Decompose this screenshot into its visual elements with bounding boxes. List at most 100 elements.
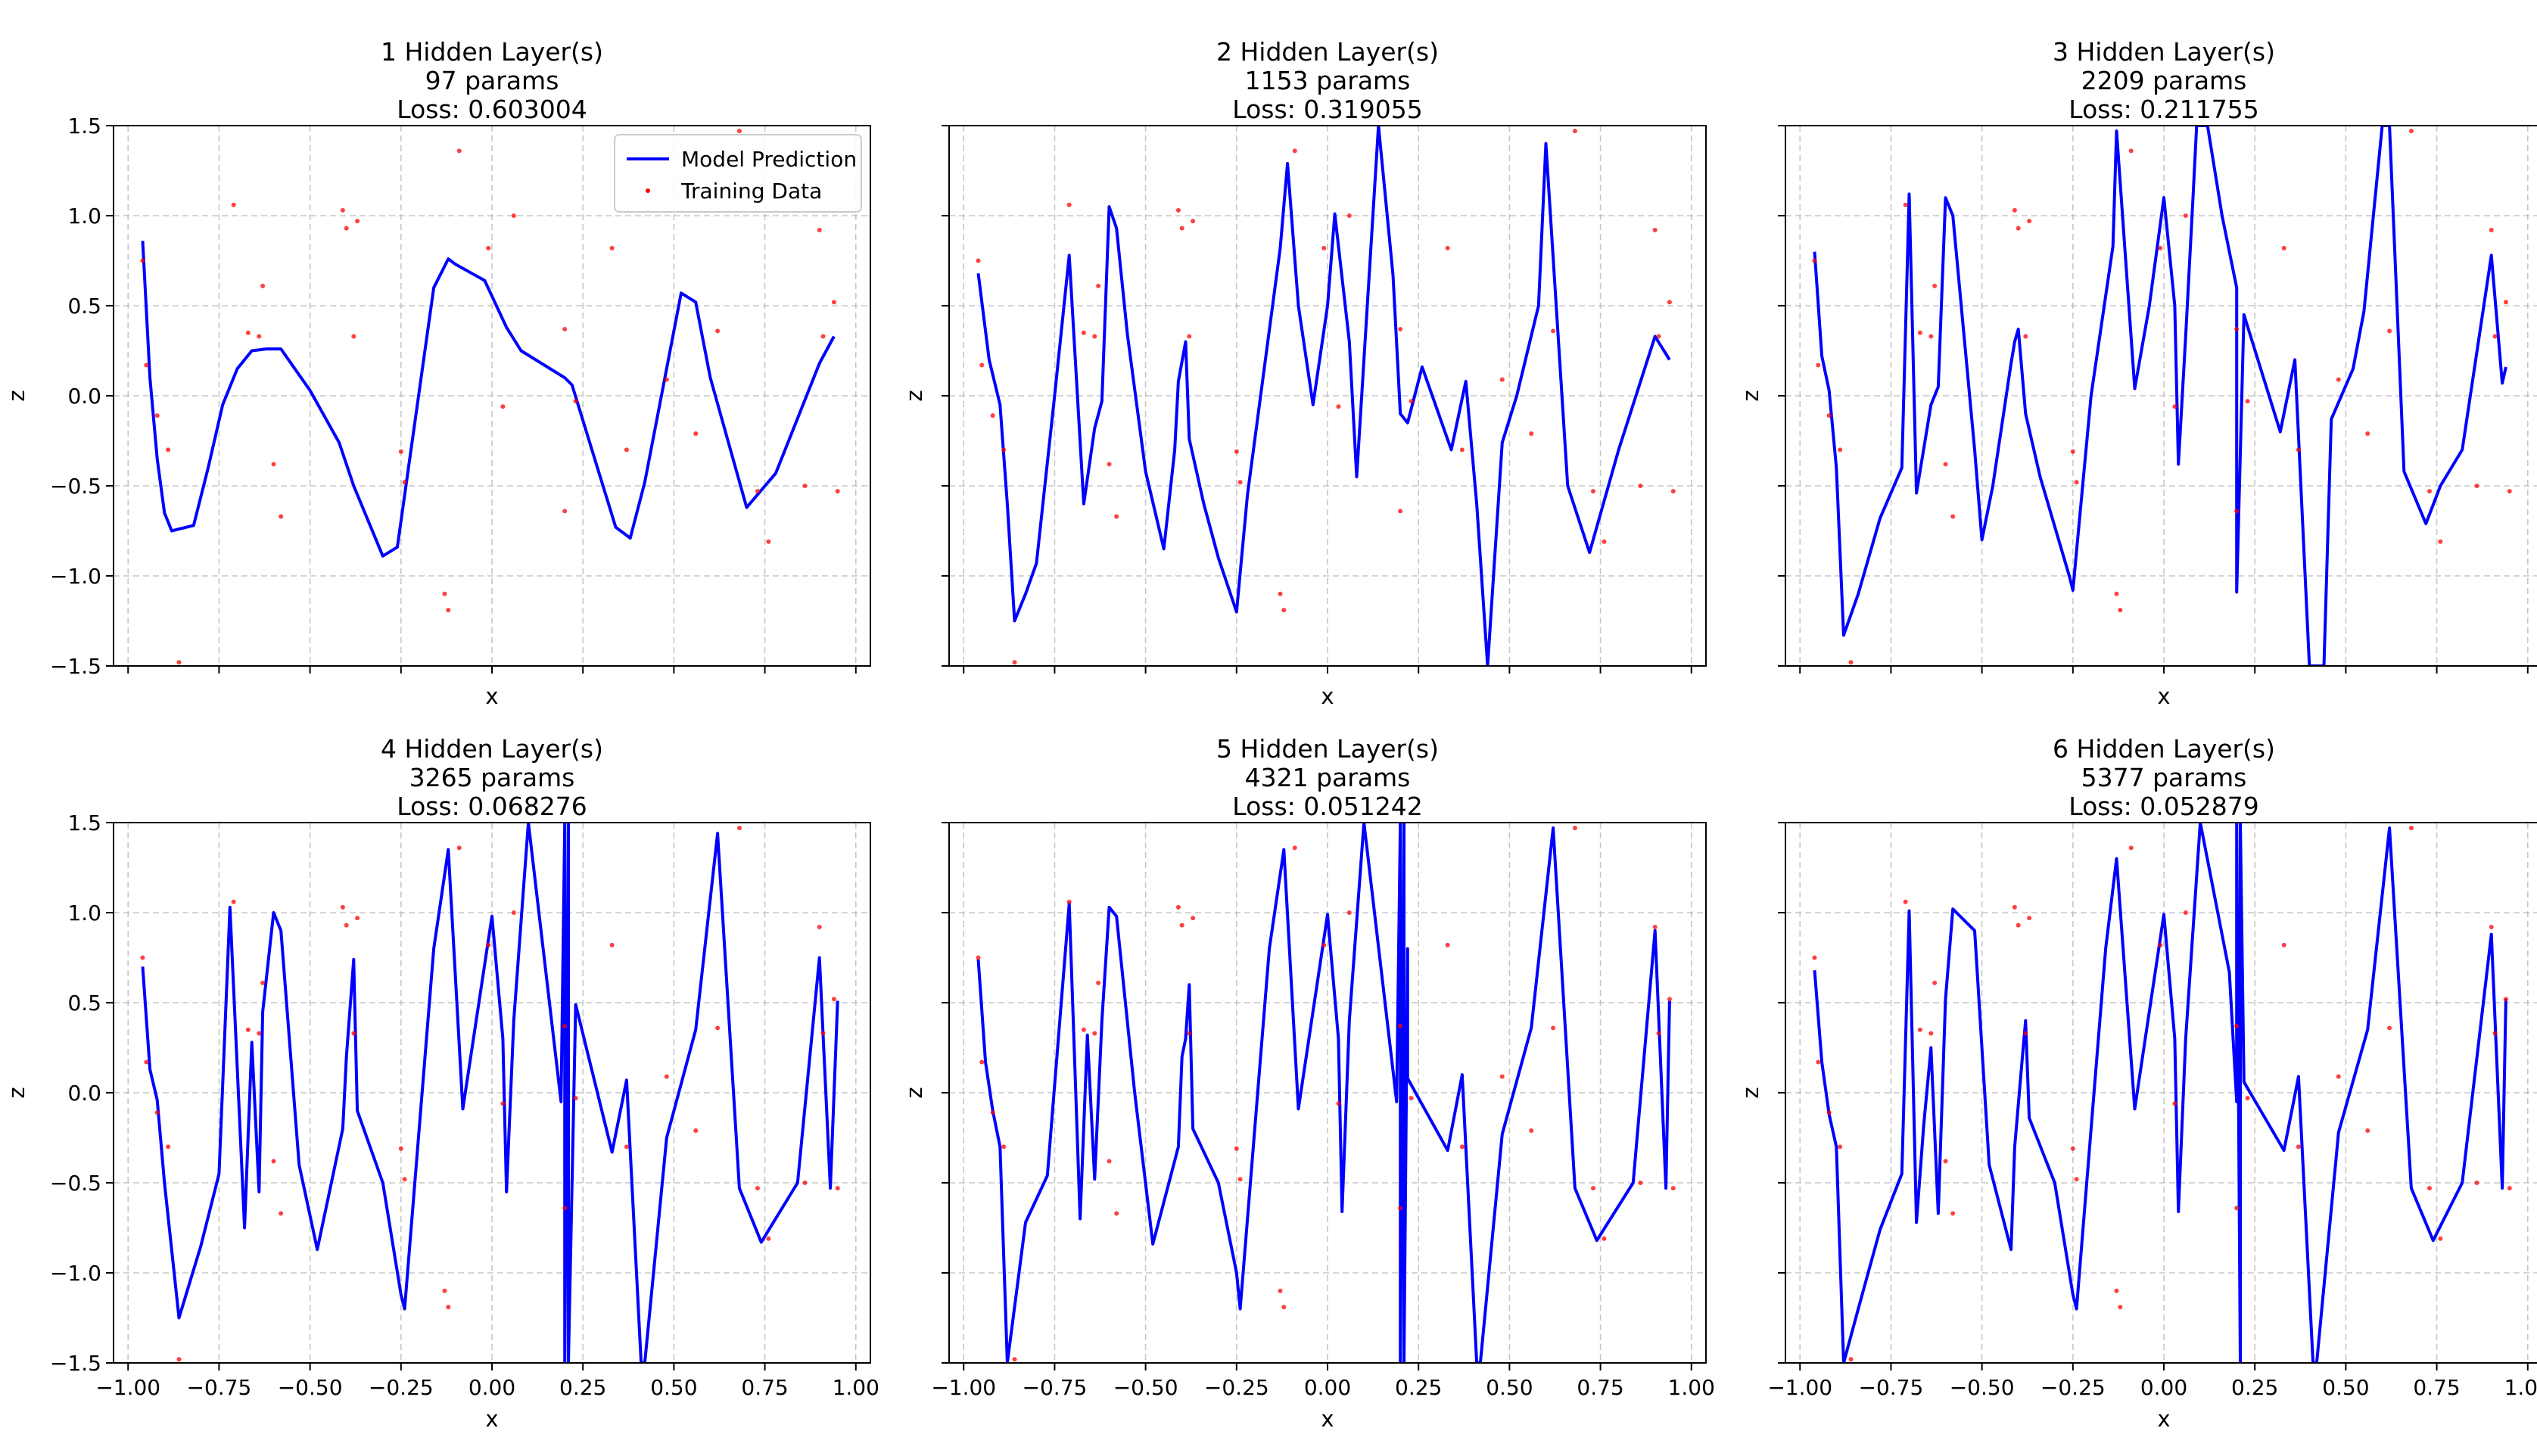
training-data-point [1278, 591, 1283, 596]
training-data-point [2438, 539, 2443, 544]
x-tick-label: 0.75 [741, 1375, 788, 1400]
legend-entry-model: Model Prediction [681, 147, 857, 172]
plot-data [976, 126, 1676, 666]
training-data-point [1066, 202, 1072, 207]
training-data-point [2016, 226, 2021, 231]
training-data-point [1398, 1023, 1403, 1028]
x-tick-label: 0.00 [468, 1375, 515, 1400]
training-data-point [1590, 1186, 1595, 1191]
training-data-point [2281, 245, 2286, 250]
training-data-point [2070, 1146, 2075, 1151]
x-tick-label: −0.50 [1113, 1375, 1178, 1400]
x-tick-label: 0.00 [1304, 1375, 1351, 1400]
training-data-point [2281, 942, 2286, 947]
training-data-point [176, 660, 182, 665]
training-data-point [1816, 1059, 1821, 1065]
training-data-point [2492, 334, 2498, 339]
training-data-point [715, 328, 721, 334]
training-data-point [609, 245, 615, 250]
training-data-point [1602, 1236, 1607, 1241]
plot-data [976, 823, 1676, 1363]
training-data-point [2172, 1101, 2177, 1106]
x-tick-label: 0.25 [2231, 1375, 2278, 1400]
x-axis-label: x [1321, 683, 1334, 709]
training-data-point [1234, 1146, 1239, 1151]
training-data-point [1445, 245, 1450, 250]
training-data-point [2234, 509, 2240, 514]
training-data-point [511, 213, 516, 218]
training-data-point [2426, 1186, 2432, 1191]
training-data-point [2074, 480, 2079, 485]
training-data-point [1175, 207, 1181, 213]
training-data-point [2234, 1206, 2240, 1211]
training-data-point [1114, 514, 1119, 519]
y-axis-label: z [4, 1087, 30, 1098]
plot-data [140, 129, 840, 665]
training-data-point [260, 980, 266, 985]
training-data-point [2070, 449, 2075, 454]
training-data-point [1237, 480, 1243, 485]
x-axis-label: x [2157, 1406, 2170, 1432]
y-axis-label: z [4, 390, 30, 401]
subplot-6: −1.00 −0.75 −0.50 −0.25 0.00 0.25 0.50 0.75 1.00… [1738, 734, 2537, 1432]
training-data-point [2365, 1128, 2370, 1133]
training-data-point [1529, 1128, 1534, 1133]
training-data-point [1234, 449, 1239, 454]
training-data-point [2012, 207, 2017, 213]
training-data-point [664, 377, 669, 382]
training-data-point [2158, 942, 2163, 947]
training-data-point [1179, 226, 1184, 231]
training-data-point [1572, 826, 1577, 831]
training-data-point [1179, 922, 1184, 928]
training-data-point [835, 489, 840, 494]
training-data-point [1292, 845, 1297, 851]
training-data-point [1499, 1074, 1505, 1079]
subplot-title-line: 2 Hidden Layer(s) [1216, 37, 1439, 67]
training-data-point [344, 226, 349, 231]
training-data-point [2296, 1144, 2301, 1150]
training-data-point [831, 300, 836, 305]
y-axis-label: z [1738, 390, 1763, 401]
x-tick-label: 1.00 [2504, 1375, 2537, 1400]
training-data-point [766, 1236, 771, 1241]
training-data-point [1812, 955, 1817, 960]
training-data-point [1826, 413, 1832, 418]
training-data-point [2172, 404, 2177, 409]
training-data-point [1012, 1357, 1017, 1362]
training-data-point [1652, 228, 1658, 233]
training-data-point [486, 942, 491, 947]
training-data-point [1409, 1096, 1414, 1101]
training-data-point [1602, 539, 1607, 544]
training-data-point [344, 922, 349, 928]
training-data-point [144, 1059, 149, 1065]
training-data-point [1398, 509, 1403, 514]
training-data-point [355, 219, 360, 224]
training-data-point [1551, 1025, 1556, 1031]
plot-data [1812, 126, 2512, 666]
subplot-title-line: 4 Hidden Layer(s) [381, 734, 603, 764]
training-data-point [1191, 916, 1196, 921]
training-data-point [2023, 334, 2028, 339]
training-data-point [340, 207, 345, 213]
training-data-point [2012, 904, 2017, 910]
training-data-point [140, 955, 145, 960]
training-data-point [442, 1288, 447, 1293]
legend-box [614, 134, 862, 213]
x-tick-label: 0.00 [2140, 1375, 2187, 1400]
x-tick-label: 1.00 [1668, 1375, 1715, 1400]
training-data-point [1848, 1357, 1854, 1362]
training-data-point [835, 1186, 840, 1191]
subplot-title-line: 5377 params [2081, 763, 2247, 792]
y-tick-label: −1.5 [50, 654, 101, 679]
y-tick-label: −0.5 [50, 474, 101, 499]
training-data-point [2158, 245, 2163, 250]
y-tick-label: 0.5 [67, 294, 101, 319]
training-data-point [2387, 328, 2392, 334]
subplot-title-line: 4321 params [1245, 763, 1411, 792]
training-data-point [1950, 1211, 1956, 1216]
x-axis-label: x [485, 683, 498, 709]
training-data-point [231, 202, 236, 207]
x-tick-label: −0.25 [2040, 1375, 2106, 1400]
